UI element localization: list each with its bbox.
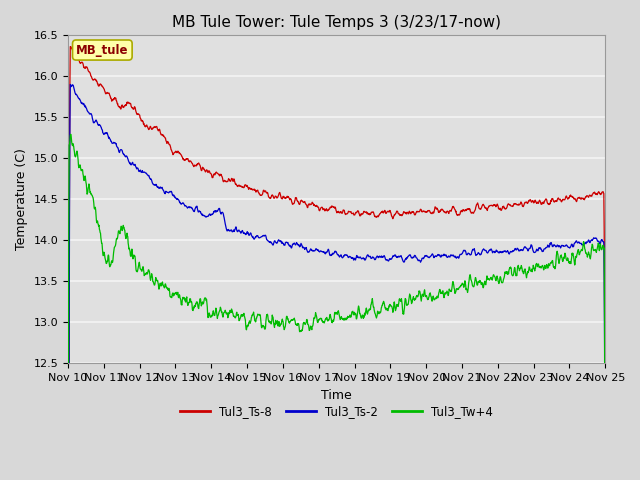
Text: MB_tule: MB_tule <box>76 44 129 57</box>
Title: MB Tule Tower: Tule Temps 3 (3/23/17-now): MB Tule Tower: Tule Temps 3 (3/23/17-now… <box>172 15 501 30</box>
X-axis label: Time: Time <box>321 389 352 402</box>
Y-axis label: Temperature (C): Temperature (C) <box>15 148 28 250</box>
Legend: Tul3_Ts-8, Tul3_Ts-2, Tul3_Tw+4: Tul3_Ts-8, Tul3_Ts-2, Tul3_Tw+4 <box>175 401 498 423</box>
